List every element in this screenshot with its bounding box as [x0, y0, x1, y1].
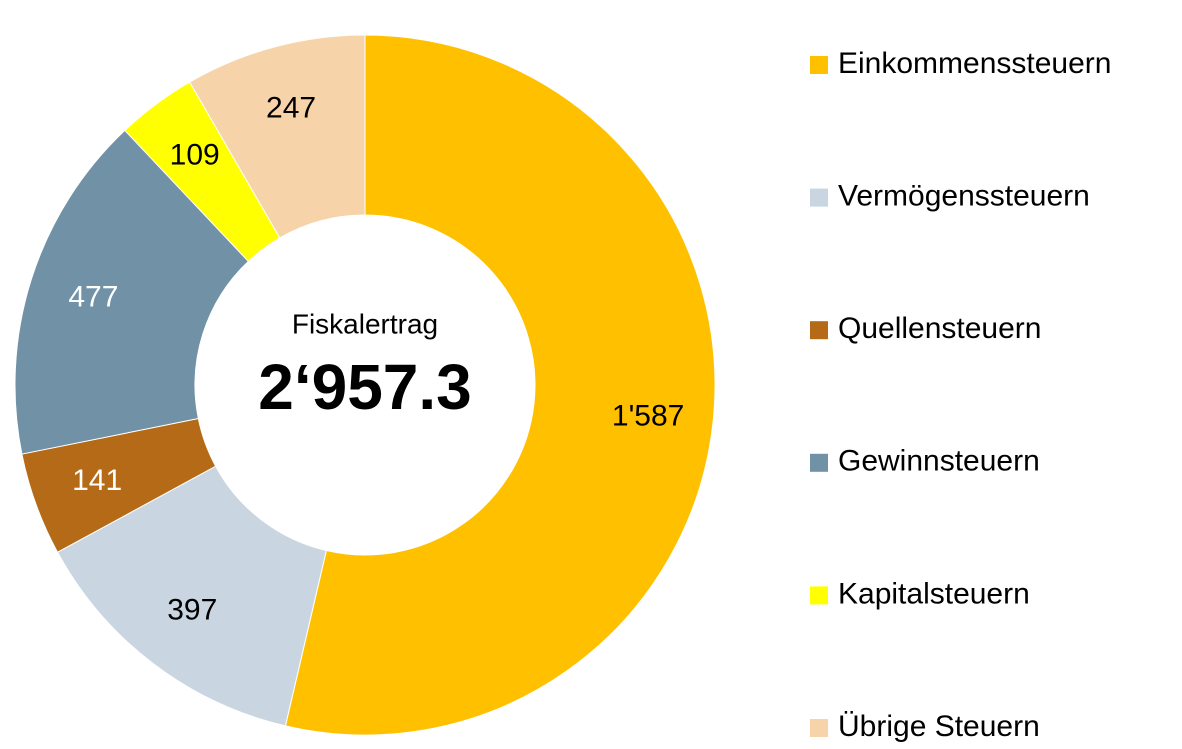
legend-label: Vermögenssteuern: [838, 180, 1090, 213]
value-label: 141: [72, 464, 122, 497]
value-label: 397: [167, 594, 217, 627]
legend-swatch: [810, 188, 828, 207]
slice: [14, 129, 250, 455]
legend-label: Einkommenssteuern: [838, 47, 1111, 80]
slice: [56, 465, 327, 727]
value-label: 109: [170, 138, 220, 171]
legend-label: Kapitalsteuern: [838, 577, 1030, 610]
legend-label: Quellensteuern: [838, 312, 1041, 345]
legend-swatch: [810, 453, 828, 472]
value-label: 247: [266, 92, 316, 125]
legend-swatch: [810, 321, 828, 340]
slice: [188, 34, 366, 239]
center-title: Fiskalertrag: [292, 308, 438, 339]
legend-label: Übrige Steuern: [838, 710, 1040, 743]
legend-swatch: [810, 586, 828, 605]
value-label: 477: [68, 281, 118, 314]
center-total: 2‘957.3: [258, 351, 472, 423]
value-label: 1'587: [612, 400, 684, 433]
legend-swatch: [810, 56, 828, 74]
legend-swatch: [810, 719, 828, 737]
legend-label: Gewinnsteuern: [838, 445, 1040, 478]
slice: [284, 34, 716, 736]
